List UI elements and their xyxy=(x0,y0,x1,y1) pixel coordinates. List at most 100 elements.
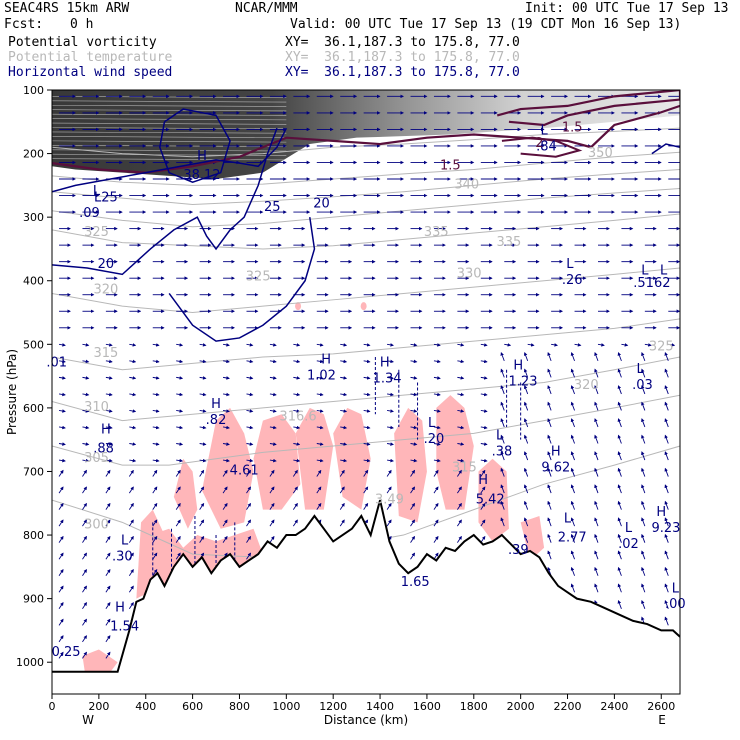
valid-time: Valid: 00 UTC Tue 17 Sep 13 (19 CDT Mon … xyxy=(290,17,682,32)
wind-arrow xyxy=(58,585,64,593)
wind-arrow xyxy=(58,502,64,510)
wind-arrow xyxy=(222,442,230,446)
wind-arrow xyxy=(387,359,394,364)
wind-arrow xyxy=(222,359,230,364)
wind-arrow xyxy=(199,392,207,397)
wind-arrow xyxy=(58,568,64,576)
fcst-value: 0 h xyxy=(70,17,94,32)
wind-arrow xyxy=(500,467,505,477)
wind-arrow xyxy=(410,343,418,347)
low-pv-shading xyxy=(173,458,198,529)
wind-arrow xyxy=(433,359,441,364)
wind-arrow xyxy=(570,434,575,444)
contour-annotation: 4.61 xyxy=(230,464,259,479)
wind-arrow xyxy=(222,502,228,510)
x-tick-label: 800 xyxy=(229,700,250,713)
wind-arrow xyxy=(175,469,181,477)
wind-arrow xyxy=(246,376,254,380)
wind-arrow xyxy=(82,618,87,626)
wind-arrow xyxy=(617,418,622,428)
wind-arrow xyxy=(222,486,228,494)
wind-arrow xyxy=(570,352,575,362)
wind-arrow xyxy=(594,484,599,494)
wind-arrow xyxy=(128,552,134,560)
wind-arrow xyxy=(457,343,465,347)
terrain-line xyxy=(52,499,680,673)
wind-arrow xyxy=(410,359,418,364)
wind-arrow xyxy=(547,533,552,543)
wind-arrow xyxy=(410,458,418,463)
contour-annotation: .26 xyxy=(562,273,583,288)
x-tick-label: 2200 xyxy=(554,700,582,713)
wind-arrow xyxy=(199,502,205,510)
contour-annotation: L xyxy=(566,257,574,272)
wind-arrow xyxy=(105,535,111,543)
wind-arrow xyxy=(617,533,622,543)
wind-arrow xyxy=(105,469,111,477)
wind-arrow xyxy=(664,616,669,626)
wind-arrow xyxy=(410,552,416,560)
wind-arrow xyxy=(175,502,181,510)
contour-annotation: 5.42 xyxy=(476,492,505,507)
wind-arrow xyxy=(387,425,394,430)
wind-arrow xyxy=(433,392,441,397)
wind-arrow xyxy=(316,359,324,364)
wind-arrow xyxy=(246,502,251,510)
wind-arrow xyxy=(105,458,113,463)
shading-streak xyxy=(52,122,287,125)
contour-annotation: .00 xyxy=(665,597,686,612)
shading-streak xyxy=(52,158,287,161)
wind-arrow xyxy=(316,458,324,463)
contour-annotation: .39 xyxy=(508,543,529,558)
wind-arrow xyxy=(176,392,184,397)
wind-arrow xyxy=(152,409,160,413)
wind-arrow xyxy=(410,502,416,510)
wind-arrow xyxy=(58,392,66,397)
contour-annotation: 320 xyxy=(93,282,118,297)
wind-arrow xyxy=(316,392,324,397)
wind-arrow xyxy=(340,458,348,463)
low-pv-shading xyxy=(333,407,371,510)
y-tick-label: 500 xyxy=(23,338,44,351)
shading-streak xyxy=(52,136,287,138)
wind-arrow xyxy=(269,519,275,527)
wind-arrow xyxy=(222,425,230,430)
wind-arrow xyxy=(500,484,505,494)
wind-arrow xyxy=(387,343,394,347)
shading-streak xyxy=(52,131,287,134)
wind-arrow xyxy=(480,469,486,477)
wind-arrow xyxy=(58,343,66,347)
contour-annotation: 0.25 xyxy=(52,645,81,660)
wind-arrow xyxy=(617,467,622,477)
low-pv-shading xyxy=(295,302,302,311)
wind-arrow xyxy=(105,376,113,380)
wind-arrow xyxy=(199,458,207,463)
wind-arrow xyxy=(387,376,394,380)
wind-arrow xyxy=(664,418,669,428)
wind-arrow xyxy=(594,418,599,428)
wind-arrow xyxy=(641,385,646,395)
contour-annotation: 300 xyxy=(84,518,109,533)
wind-arrow xyxy=(316,486,322,494)
wind-arrow xyxy=(292,469,298,477)
contour-annotation: 330 xyxy=(457,267,482,282)
wind-arrow xyxy=(387,442,394,446)
wind-arrow xyxy=(664,550,669,560)
x-tick-label: 600 xyxy=(182,700,203,713)
theta-contour xyxy=(52,267,680,314)
wind-arrow xyxy=(82,469,87,477)
wind-arrow xyxy=(199,425,207,430)
wind-arrow xyxy=(547,352,552,362)
wind-arrow xyxy=(199,519,205,527)
contour-annotation: .5162 xyxy=(633,276,670,291)
wind-arrow xyxy=(363,425,371,430)
contour-annotation: 38.12 xyxy=(183,168,220,183)
wind-arrow xyxy=(594,451,599,461)
wind-arrow xyxy=(480,376,488,380)
x-tick-label: 2000 xyxy=(507,700,535,713)
wind-arrow xyxy=(500,352,505,362)
wind-arrow xyxy=(199,442,207,446)
wind-arrow xyxy=(222,409,230,413)
y-tick-label: 600 xyxy=(23,402,44,415)
wind-arrow xyxy=(105,392,113,397)
